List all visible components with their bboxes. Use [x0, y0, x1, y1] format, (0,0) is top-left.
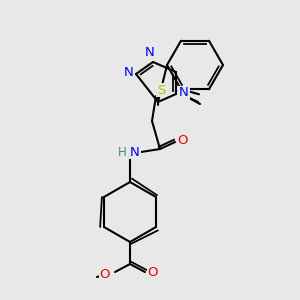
- Text: N: N: [179, 86, 189, 100]
- Text: O: O: [177, 134, 187, 146]
- Text: O: O: [100, 268, 110, 281]
- Text: S: S: [157, 83, 165, 97]
- Text: H: H: [118, 146, 126, 158]
- Text: N: N: [130, 146, 140, 158]
- Text: N: N: [124, 67, 134, 80]
- Text: O: O: [148, 266, 158, 278]
- Text: N: N: [145, 46, 155, 59]
